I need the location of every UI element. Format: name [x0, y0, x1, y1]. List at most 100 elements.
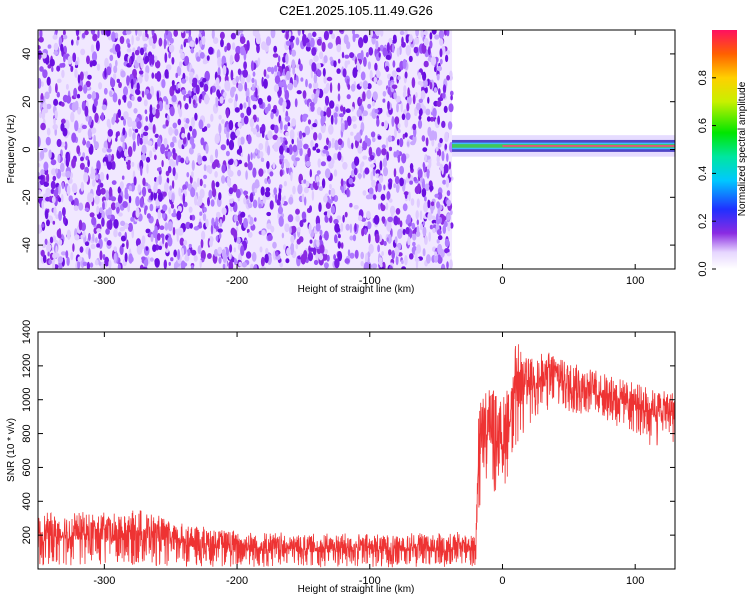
noise-speckle: [435, 146, 439, 152]
noise-speckle: [319, 51, 324, 60]
noise-speckle: [440, 263, 446, 269]
noise-speckle: [182, 184, 187, 191]
noise-speckle: [299, 147, 303, 157]
noise-speckle: [402, 91, 407, 98]
noise-speckle: [148, 188, 152, 193]
colorbar-gradient: [712, 30, 737, 269]
noise-speckle: [264, 253, 269, 264]
noise-speckle: [131, 120, 137, 130]
noise-speckle: [46, 76, 51, 86]
noise-speckle: [329, 184, 332, 189]
noise-speckle: [289, 226, 292, 235]
noise-speckle: [422, 161, 425, 169]
noise-speckle: [394, 37, 397, 43]
noise-speckle: [386, 151, 389, 161]
noise-speckle: [349, 252, 355, 259]
noise-speckle: [100, 187, 106, 195]
noise-speckle: [375, 173, 380, 179]
noise-speckle: [94, 259, 99, 266]
noise-speckle: [375, 233, 380, 244]
noise-speckle: [113, 113, 117, 121]
noise-speckle: [61, 182, 65, 190]
noise-speckle: [97, 184, 101, 193]
noise-speckle: [372, 100, 375, 107]
noise-speckle: [151, 30, 155, 36]
noise-speckle: [198, 119, 204, 130]
noise-speckle: [305, 78, 308, 88]
noise-speckle: [290, 235, 295, 244]
noise-speckle: [337, 93, 341, 102]
noise-speckle: [200, 250, 206, 261]
noise-speckle: [195, 84, 200, 95]
noise-speckle: [106, 240, 112, 246]
noise-speckle: [393, 92, 397, 100]
figure-title: C2E1.2025.105.11.49.G26: [279, 3, 433, 18]
noise-speckle: [80, 156, 84, 162]
noise-speckle: [177, 83, 181, 89]
noise-speckle: [181, 89, 187, 95]
noise-speckle: [73, 197, 79, 208]
noise-speckle: [312, 122, 317, 128]
noise-speckle: [206, 123, 211, 129]
noise-speckle: [94, 195, 100, 205]
noise-speckle: [382, 217, 385, 224]
noise-speckle: [247, 202, 253, 209]
noise-speckle: [58, 184, 61, 195]
noise-speckle: [340, 105, 344, 112]
noise-speckle: [324, 95, 330, 106]
noise-speckle: [295, 37, 300, 46]
colorbar-tick-label: 0.4: [697, 166, 709, 181]
noise-speckle: [165, 248, 169, 253]
noise-speckle: [382, 47, 388, 57]
noise-speckle: [430, 130, 436, 141]
noise-speckle: [55, 214, 59, 220]
noise-speckle: [218, 232, 222, 239]
noise-speckle: [77, 256, 83, 262]
noise-speckle: [167, 236, 173, 247]
noise-speckle: [171, 180, 175, 189]
noise-speckle: [119, 226, 125, 232]
noise-speckle: [423, 60, 429, 68]
noise-speckle: [225, 108, 230, 119]
noise-speckle: [346, 94, 351, 100]
noise-speckle: [362, 91, 366, 102]
noise-speckle: [401, 36, 404, 46]
noise-speckle: [317, 158, 321, 168]
noise-speckle: [118, 98, 121, 106]
noise-speckle: [256, 117, 260, 122]
noise-speckle: [372, 194, 377, 200]
noise-speckle: [344, 60, 348, 69]
noise-speckle: [402, 58, 407, 70]
noise-speckle: [38, 36, 44, 43]
noise-speckle: [46, 127, 51, 136]
noise-speckle: [188, 147, 194, 155]
noise-speckle: [394, 127, 397, 139]
noise-speckle: [363, 228, 368, 235]
noise-speckle: [337, 234, 341, 239]
noise-speckle: [135, 36, 140, 42]
noise-speckle: [168, 126, 174, 136]
noise-speckle: [345, 108, 351, 113]
noise-speckle: [287, 214, 294, 223]
noise-speckle: [237, 169, 242, 177]
noise-speckle: [174, 128, 179, 136]
noise-speckle: [185, 156, 189, 164]
noise-speckle: [407, 172, 411, 179]
noise-speckle: [117, 186, 122, 194]
noise-speckle: [79, 246, 84, 253]
noise-speckle: [166, 114, 170, 122]
noise-speckle: [412, 94, 416, 105]
noise-speckle: [193, 254, 198, 262]
noise-speckle: [434, 193, 439, 198]
noise-speckle: [82, 230, 86, 238]
colorbar: 0.0 0.2 0.4 0.6 0.8 Normalized spectral ampl…: [697, 30, 748, 277]
noise-speckle: [424, 154, 427, 163]
noise-speckle: [405, 112, 411, 121]
noise-speckle: [74, 234, 80, 241]
noise-speckle: [53, 42, 59, 51]
noise-speckle: [273, 187, 278, 196]
noise-speckle: [173, 30, 178, 37]
noise-speckle: [424, 235, 428, 246]
noise-speckle: [188, 30, 192, 38]
noise-speckle: [447, 221, 451, 232]
